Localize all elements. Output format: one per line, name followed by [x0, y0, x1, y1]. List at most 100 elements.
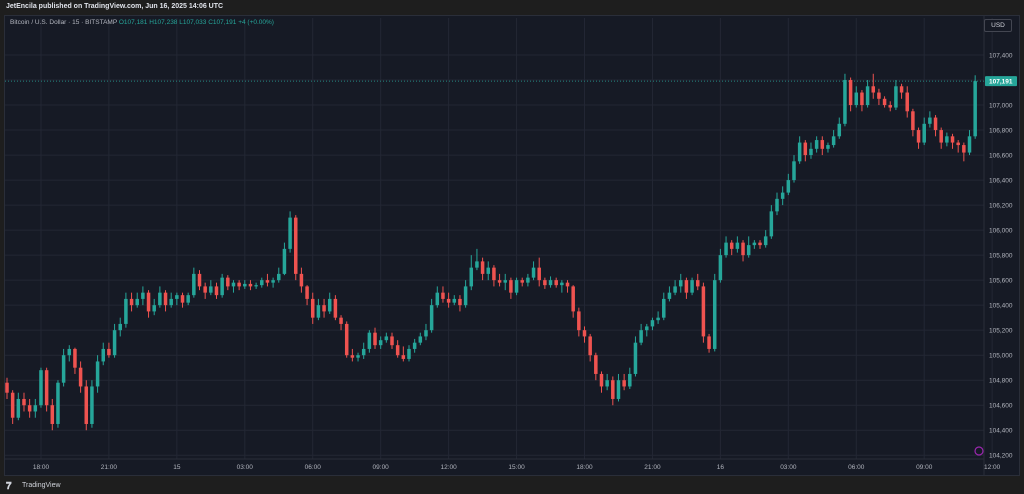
candle-body	[729, 242, 734, 249]
candle-body	[350, 355, 355, 358]
candle-body	[214, 286, 219, 296]
candle-body	[509, 280, 513, 293]
legend-close: C107,191	[208, 19, 237, 26]
candle-body	[265, 280, 270, 283]
candle-body	[582, 330, 587, 337]
candle-body	[163, 292, 168, 306]
candle-body	[158, 292, 162, 306]
candle-body	[843, 80, 847, 124]
legend-high: H107,238	[149, 19, 178, 26]
candle-body	[61, 355, 66, 383]
candle-body	[599, 373, 604, 387]
candle-body	[418, 336, 423, 343]
candle-body	[854, 92, 859, 106]
candle-body	[10, 392, 15, 418]
candle-body	[480, 261, 485, 274]
candle-body	[412, 342, 417, 349]
candle-body	[344, 323, 349, 356]
candle-body	[877, 92, 881, 99]
candle-body	[752, 242, 757, 246]
time-tick-label: 18:00	[576, 464, 593, 471]
candle-body	[735, 242, 740, 249]
candle-body	[435, 292, 440, 306]
time-tick-label: 16	[717, 464, 725, 471]
candle-body	[678, 280, 683, 287]
candle-body	[175, 295, 179, 299]
time-tick-label: 12:00	[984, 464, 1001, 471]
time-tick-label: 12:00	[440, 464, 457, 471]
candle-body	[656, 317, 660, 321]
candle-body	[645, 326, 649, 331]
price-tick-label: 105,800	[989, 253, 1013, 260]
candle-body	[905, 92, 909, 112]
candle-body	[588, 336, 592, 356]
tradingview-brand[interactable]: TradingView	[22, 482, 61, 489]
candle-body	[922, 123, 926, 143]
candle-body	[254, 285, 258, 287]
candle-body	[662, 298, 666, 318]
candle-body	[146, 292, 151, 312]
candle-body	[390, 336, 394, 346]
candle-body	[565, 282, 570, 287]
candle-body	[962, 145, 966, 153]
candle-body	[231, 282, 236, 287]
candle-body	[837, 123, 842, 137]
candle-body	[277, 273, 281, 281]
candle-body	[939, 130, 943, 143]
candle-body	[33, 405, 38, 412]
candle-body	[429, 305, 434, 331]
price-tick-label: 106,200	[989, 203, 1013, 210]
candle-body	[911, 111, 915, 131]
candle-body	[260, 280, 264, 286]
candle-body	[826, 145, 830, 149]
candle-body	[367, 332, 372, 349]
candle-body	[950, 136, 955, 143]
candle-body	[124, 298, 128, 324]
candle-body	[339, 317, 343, 324]
candle-body	[628, 373, 632, 387]
candle-body	[894, 86, 898, 108]
tradingview-logo-icon[interactable]: 𝟕	[6, 481, 12, 492]
candle-body	[27, 405, 32, 412]
candle-body	[310, 298, 315, 318]
candle-body	[209, 286, 213, 293]
price-tick-label: 105,400	[989, 303, 1013, 310]
candle-body	[424, 330, 428, 337]
candle-body	[90, 386, 94, 424]
candle-body	[384, 336, 389, 341]
candle-body	[537, 267, 541, 281]
candle-body	[288, 217, 292, 249]
candle-body	[407, 348, 411, 359]
candle-body	[945, 136, 949, 143]
candle-body	[622, 380, 626, 387]
candle-body	[169, 298, 173, 306]
candle-body	[282, 248, 287, 274]
last-price-label: 107,191	[989, 79, 1013, 86]
candle-body	[611, 380, 615, 399]
candle-body	[820, 140, 825, 149]
candle-body	[293, 217, 298, 274]
candle-body	[67, 348, 72, 356]
candle-body	[967, 136, 972, 153]
candle-body	[197, 273, 202, 287]
legend-low: L107,033	[179, 19, 207, 26]
time-tick-label: 15	[173, 464, 181, 471]
alert-clock-icon[interactable]	[974, 446, 984, 456]
candle-body	[803, 142, 808, 156]
candle-body	[667, 292, 672, 299]
candle-body	[44, 370, 49, 406]
candle-body	[446, 298, 451, 303]
time-tick-label: 06:00	[848, 464, 865, 471]
candle-body	[718, 255, 723, 281]
time-tick-label: 06:00	[305, 464, 322, 471]
candle-body	[333, 298, 338, 318]
candle-body	[299, 273, 304, 287]
candle-body	[899, 86, 904, 93]
candle-body	[152, 305, 156, 312]
candle-body	[605, 380, 609, 387]
time-tick-label: 21:00	[101, 464, 118, 471]
candle-body	[22, 398, 26, 406]
candle-body	[186, 295, 190, 303]
currency-selector[interactable]: USD	[984, 19, 1012, 32]
